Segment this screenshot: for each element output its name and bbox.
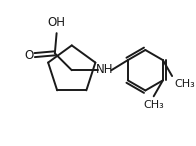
Text: OH: OH <box>48 16 66 29</box>
Text: NH: NH <box>96 63 114 76</box>
Text: O: O <box>24 49 34 62</box>
Text: CH₃: CH₃ <box>143 100 164 110</box>
Text: CH₃: CH₃ <box>175 79 196 89</box>
